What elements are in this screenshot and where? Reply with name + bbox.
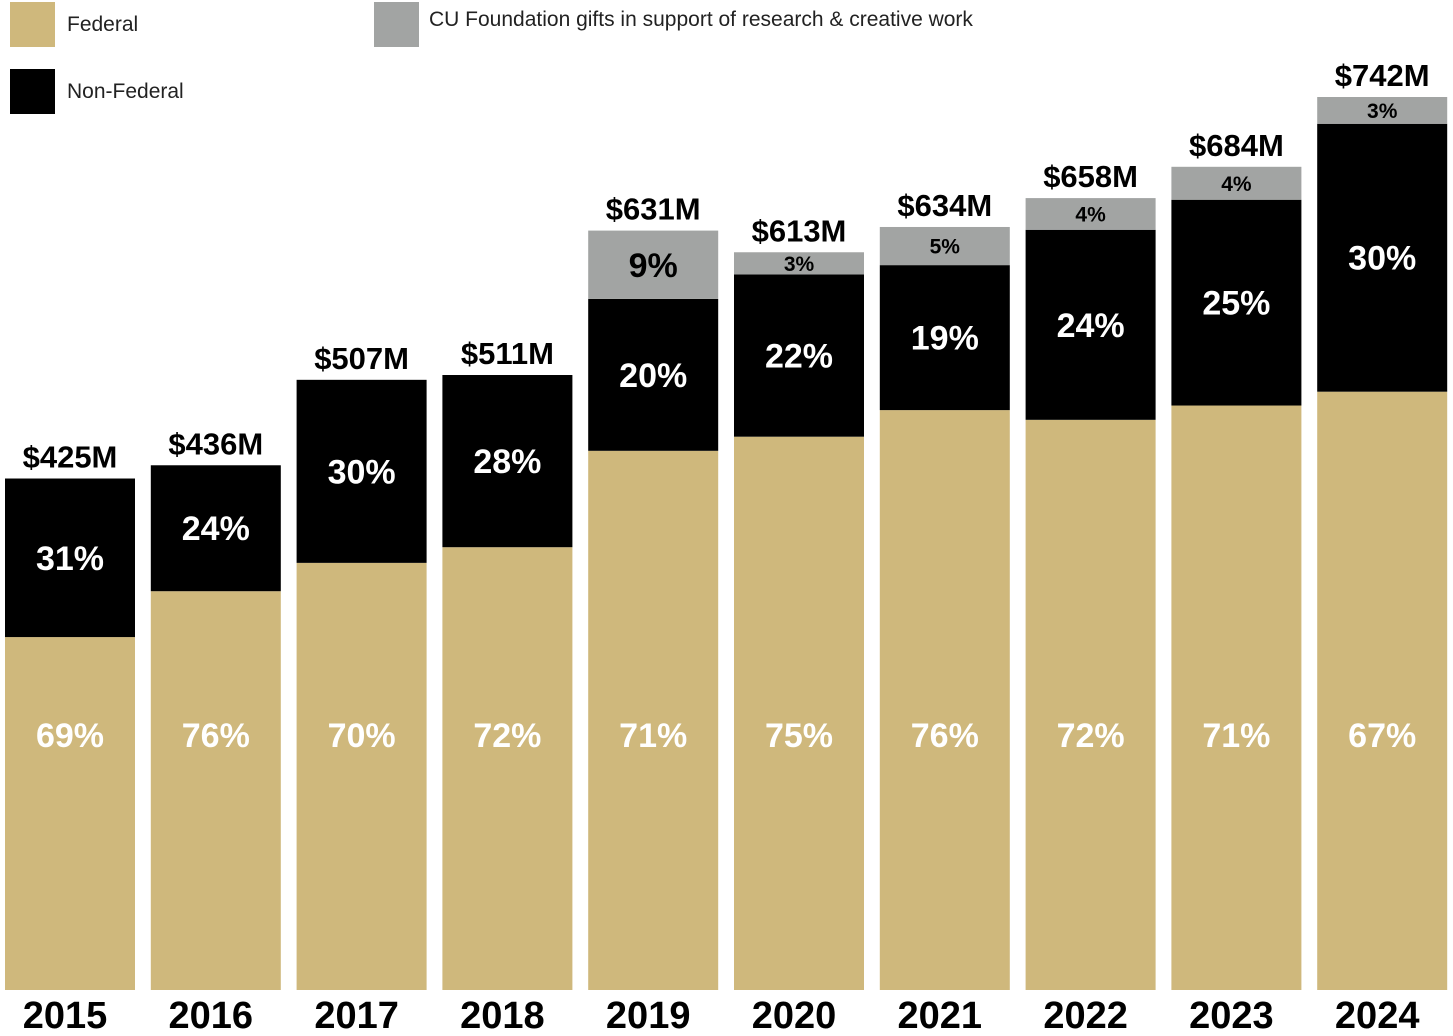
label-non-federal-2023: 25% (1202, 285, 1270, 323)
tick-label-2017: 2017 (314, 995, 399, 1036)
bar-federal-2020 (734, 436, 864, 990)
bar-federal-2019 (588, 450, 719, 991)
bar-foundation-2021 (879, 226, 1010, 266)
bar-foundation-2020 (734, 252, 864, 275)
label-foundation-2023: 4% (1221, 173, 1252, 196)
bar-non-federal-2024 (1317, 123, 1448, 392)
label-foundation-2019: 9% (629, 247, 678, 285)
label-federal-2017: 70% (328, 717, 396, 755)
bar-non-federal-2018 (442, 375, 573, 548)
label-non-federal-2021: 19% (911, 320, 979, 358)
label-federal-2023: 71% (1202, 717, 1270, 755)
tick-label-2015: 2015 (23, 995, 108, 1036)
label-foundation-2024: 3% (1367, 100, 1398, 123)
label-foundation-2022: 4% (1075, 203, 1106, 226)
tick-label-2022: 2022 (1043, 995, 1128, 1036)
bar-non-federal-2021 (879, 265, 1010, 411)
label-non-federal-2016: 24% (182, 510, 250, 548)
labels-group: 69% 31% $425M 2015 76% 24% $436M 2016 70% 30% $507… (23, 58, 1430, 1036)
legend-label-federal: Federal (67, 12, 139, 36)
legend-label-foundation: CU Foundation gifts in support of resear… (429, 8, 973, 31)
tick-label-2018: 2018 (460, 995, 545, 1036)
tick-label-2024: 2024 (1335, 995, 1420, 1036)
label-non-federal-2015: 31% (36, 540, 104, 578)
legend-label-non-federal: Non-Federal (67, 79, 184, 103)
label-total-2024: $742M (1335, 58, 1430, 93)
label-total-2016: $436M (168, 426, 263, 461)
bar-non-federal-2019 (588, 298, 719, 451)
label-federal-2018: 72% (473, 717, 541, 755)
label-total-2023: $684M (1189, 128, 1284, 163)
label-federal-2016: 76% (182, 717, 250, 755)
legend-federal: Federal (10, 2, 138, 47)
label-foundation-2021: 5% (930, 236, 961, 259)
tick-label-2016: 2016 (169, 995, 254, 1036)
tick-label-2020: 2020 (752, 995, 837, 1036)
legend-swatch-non-federal (10, 69, 55, 114)
bar-non-federal-2017 (296, 379, 427, 563)
legend-swatch-foundation (374, 2, 419, 47)
bar-federal-2018 (442, 547, 573, 990)
bar-federal-2023 (1171, 405, 1302, 991)
label-total-2017: $507M (314, 341, 409, 376)
bar-federal-2021 (879, 410, 1010, 990)
bar-foundation-2024 (1317, 97, 1448, 124)
tick-label-2023: 2023 (1189, 995, 1274, 1036)
label-non-federal-2024: 30% (1348, 240, 1416, 278)
bar-federal-2022 (1025, 419, 1156, 991)
label-total-2015: $425M (23, 440, 118, 475)
bar-non-federal-2023 (1171, 199, 1302, 406)
tick-label-2019: 2019 (606, 995, 691, 1036)
legend-non-federal: Non-Federal (10, 69, 184, 114)
legend-swatch-federal (10, 2, 55, 47)
bar-federal-2015 (5, 637, 135, 990)
legend-foundation: CU Foundation gifts in support of resear… (374, 2, 973, 47)
label-total-2020: $613M (752, 213, 847, 248)
label-federal-2024: 67% (1348, 717, 1416, 755)
tick-label-2021: 2021 (898, 995, 983, 1036)
label-total-2022: $658M (1043, 159, 1138, 194)
label-non-federal-2020: 22% (765, 338, 833, 376)
label-federal-2015: 69% (36, 717, 104, 755)
label-non-federal-2019: 20% (619, 357, 687, 395)
bar-non-federal-2022 (1025, 229, 1156, 420)
bar-foundation-2019 (588, 230, 719, 299)
label-foundation-2020: 3% (784, 253, 815, 276)
bars-group (5, 97, 1448, 991)
bar-foundation-2023 (1171, 166, 1302, 200)
label-federal-2019: 71% (619, 717, 687, 755)
label-federal-2020: 75% (765, 717, 833, 755)
bar-non-federal-2016 (150, 465, 281, 592)
label-non-federal-2022: 24% (1057, 307, 1125, 345)
bar-non-federal-2015 (5, 478, 135, 638)
label-total-2019: $631M (606, 192, 701, 227)
bar-non-federal-2020 (734, 274, 864, 437)
label-total-2021: $634M (897, 188, 992, 223)
bar-federal-2017 (296, 562, 427, 990)
bar-federal-2016 (150, 591, 281, 990)
label-total-2018: $511M (461, 336, 554, 371)
label-non-federal-2017: 30% (328, 453, 396, 491)
bar-foundation-2022 (1025, 198, 1156, 230)
label-non-federal-2018: 28% (473, 443, 541, 481)
label-federal-2022: 72% (1057, 717, 1125, 755)
label-federal-2021: 76% (911, 717, 979, 755)
bar-federal-2024 (1317, 391, 1448, 990)
